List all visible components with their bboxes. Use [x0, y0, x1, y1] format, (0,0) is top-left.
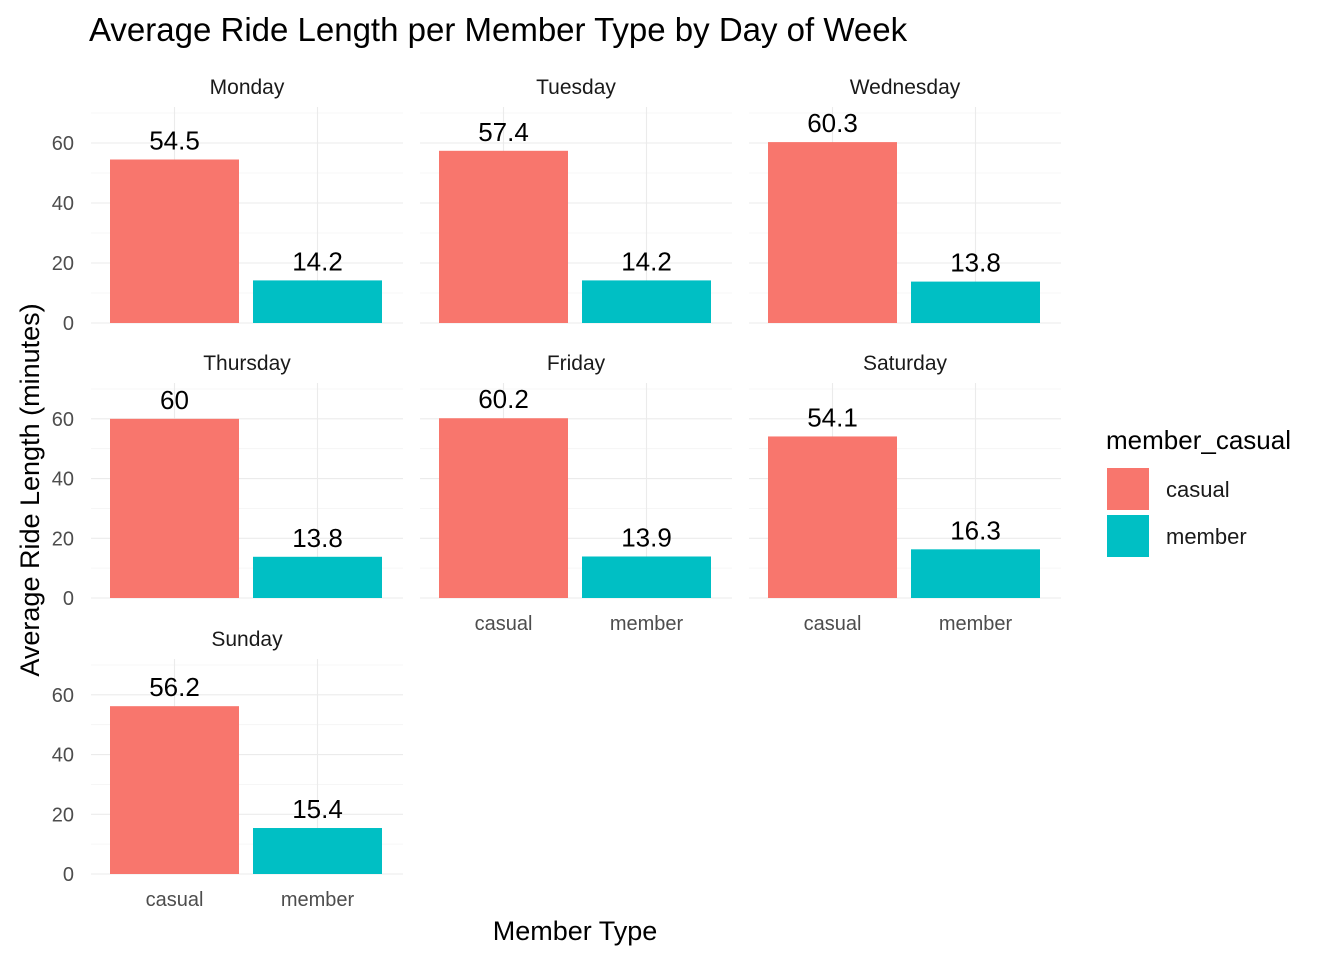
data-label: 60.2: [478, 384, 529, 414]
y-tick-label: 60: [52, 409, 74, 431]
y-tick-label: 0: [63, 588, 74, 610]
panel-strip-label: Wednesday: [850, 76, 961, 99]
panel-friday: Friday 60.2 13.9 casual member: [420, 352, 732, 635]
chart-panels: Monday 54.5 14.2 0 20 40 60 Tuesday 57.4 14.2 Wedn…: [52, 76, 1061, 911]
panel-monday: Monday 54.5 14.2 0 20 40 60: [52, 76, 403, 335]
bar-casual: [110, 706, 239, 874]
panel-strip-label: Monday: [210, 76, 285, 99]
panel-tuesday: Tuesday 57.4 14.2: [420, 76, 732, 324]
legend-key-casual: [1107, 468, 1149, 510]
data-label: 13.9: [621, 522, 672, 552]
data-label: 56.2: [149, 672, 200, 702]
y-tick-label: 0: [63, 864, 74, 886]
panel-strip-label: Friday: [547, 352, 606, 375]
panel-strip-label: Tuesday: [536, 76, 616, 99]
data-label: 54.5: [149, 126, 200, 156]
y-tick-label: 60: [52, 133, 74, 155]
y-tick-label: 20: [52, 804, 74, 826]
bar-casual: [110, 159, 239, 323]
bar-casual: [439, 418, 568, 598]
x-tick-label: casual: [146, 889, 204, 911]
data-label: 60: [160, 385, 189, 415]
panel-strip-label: Sunday: [211, 628, 283, 651]
y-tick-label: 40: [52, 745, 74, 767]
data-label: 13.8: [292, 523, 343, 553]
y-tick-label: 0: [63, 313, 74, 335]
bar-member: [911, 281, 1040, 323]
y-tick-label: 40: [52, 193, 74, 215]
bar-casual: [110, 418, 239, 598]
bar-member: [253, 280, 382, 323]
y-tick-label: 20: [52, 528, 74, 550]
panel-sunday: Sunday 56.2 15.4 0 20 40 60 casual member: [52, 628, 403, 911]
data-label: 60.3: [807, 108, 858, 138]
x-tick-label: member: [939, 613, 1013, 635]
bar-casual: [768, 436, 897, 598]
panel-wednesday: Wednesday 60.3 13.8: [749, 76, 1061, 324]
data-label: 16.3: [950, 515, 1001, 545]
data-label: 14.2: [621, 246, 672, 276]
panel-thursday: Thursday 60 13.8 0 20 40 60: [52, 352, 403, 610]
legend-title: member_casual: [1106, 425, 1291, 455]
bar-member: [911, 549, 1040, 598]
legend-label-member: member: [1166, 524, 1247, 549]
x-tick-label: casual: [475, 613, 533, 635]
legend: member_casual casual member: [1106, 425, 1291, 557]
bar-member: [582, 280, 711, 323]
legend-key-member: [1107, 515, 1149, 557]
bar-casual: [439, 150, 568, 323]
data-label: 54.1: [807, 402, 858, 432]
data-label: 15.4: [292, 794, 343, 824]
y-axis-title: Average Ride Length (minutes): [15, 303, 45, 676]
y-tick-label: 40: [52, 469, 74, 491]
panel-strip-label: Thursday: [203, 352, 291, 375]
y-tick-label: 20: [52, 253, 74, 275]
y-tick-label: 60: [52, 685, 74, 707]
data-label: 13.8: [950, 248, 1001, 278]
bar-member: [253, 556, 382, 598]
legend-label-casual: casual: [1166, 477, 1230, 502]
bar-member: [582, 556, 711, 598]
x-tick-label: member: [610, 613, 684, 635]
x-axis-title: Member Type: [493, 916, 658, 946]
bar-casual: [768, 142, 897, 323]
panel-strip-label: Saturday: [863, 352, 948, 375]
bar-member: [253, 828, 382, 874]
chart-title: Average Ride Length per Member Type by D…: [89, 11, 908, 48]
data-label: 57.4: [478, 117, 529, 147]
x-tick-label: member: [281, 889, 355, 911]
data-label: 14.2: [292, 246, 343, 276]
x-tick-label: casual: [804, 613, 862, 635]
panel-saturday: Saturday 54.1 16.3 casual member: [749, 352, 1061, 635]
